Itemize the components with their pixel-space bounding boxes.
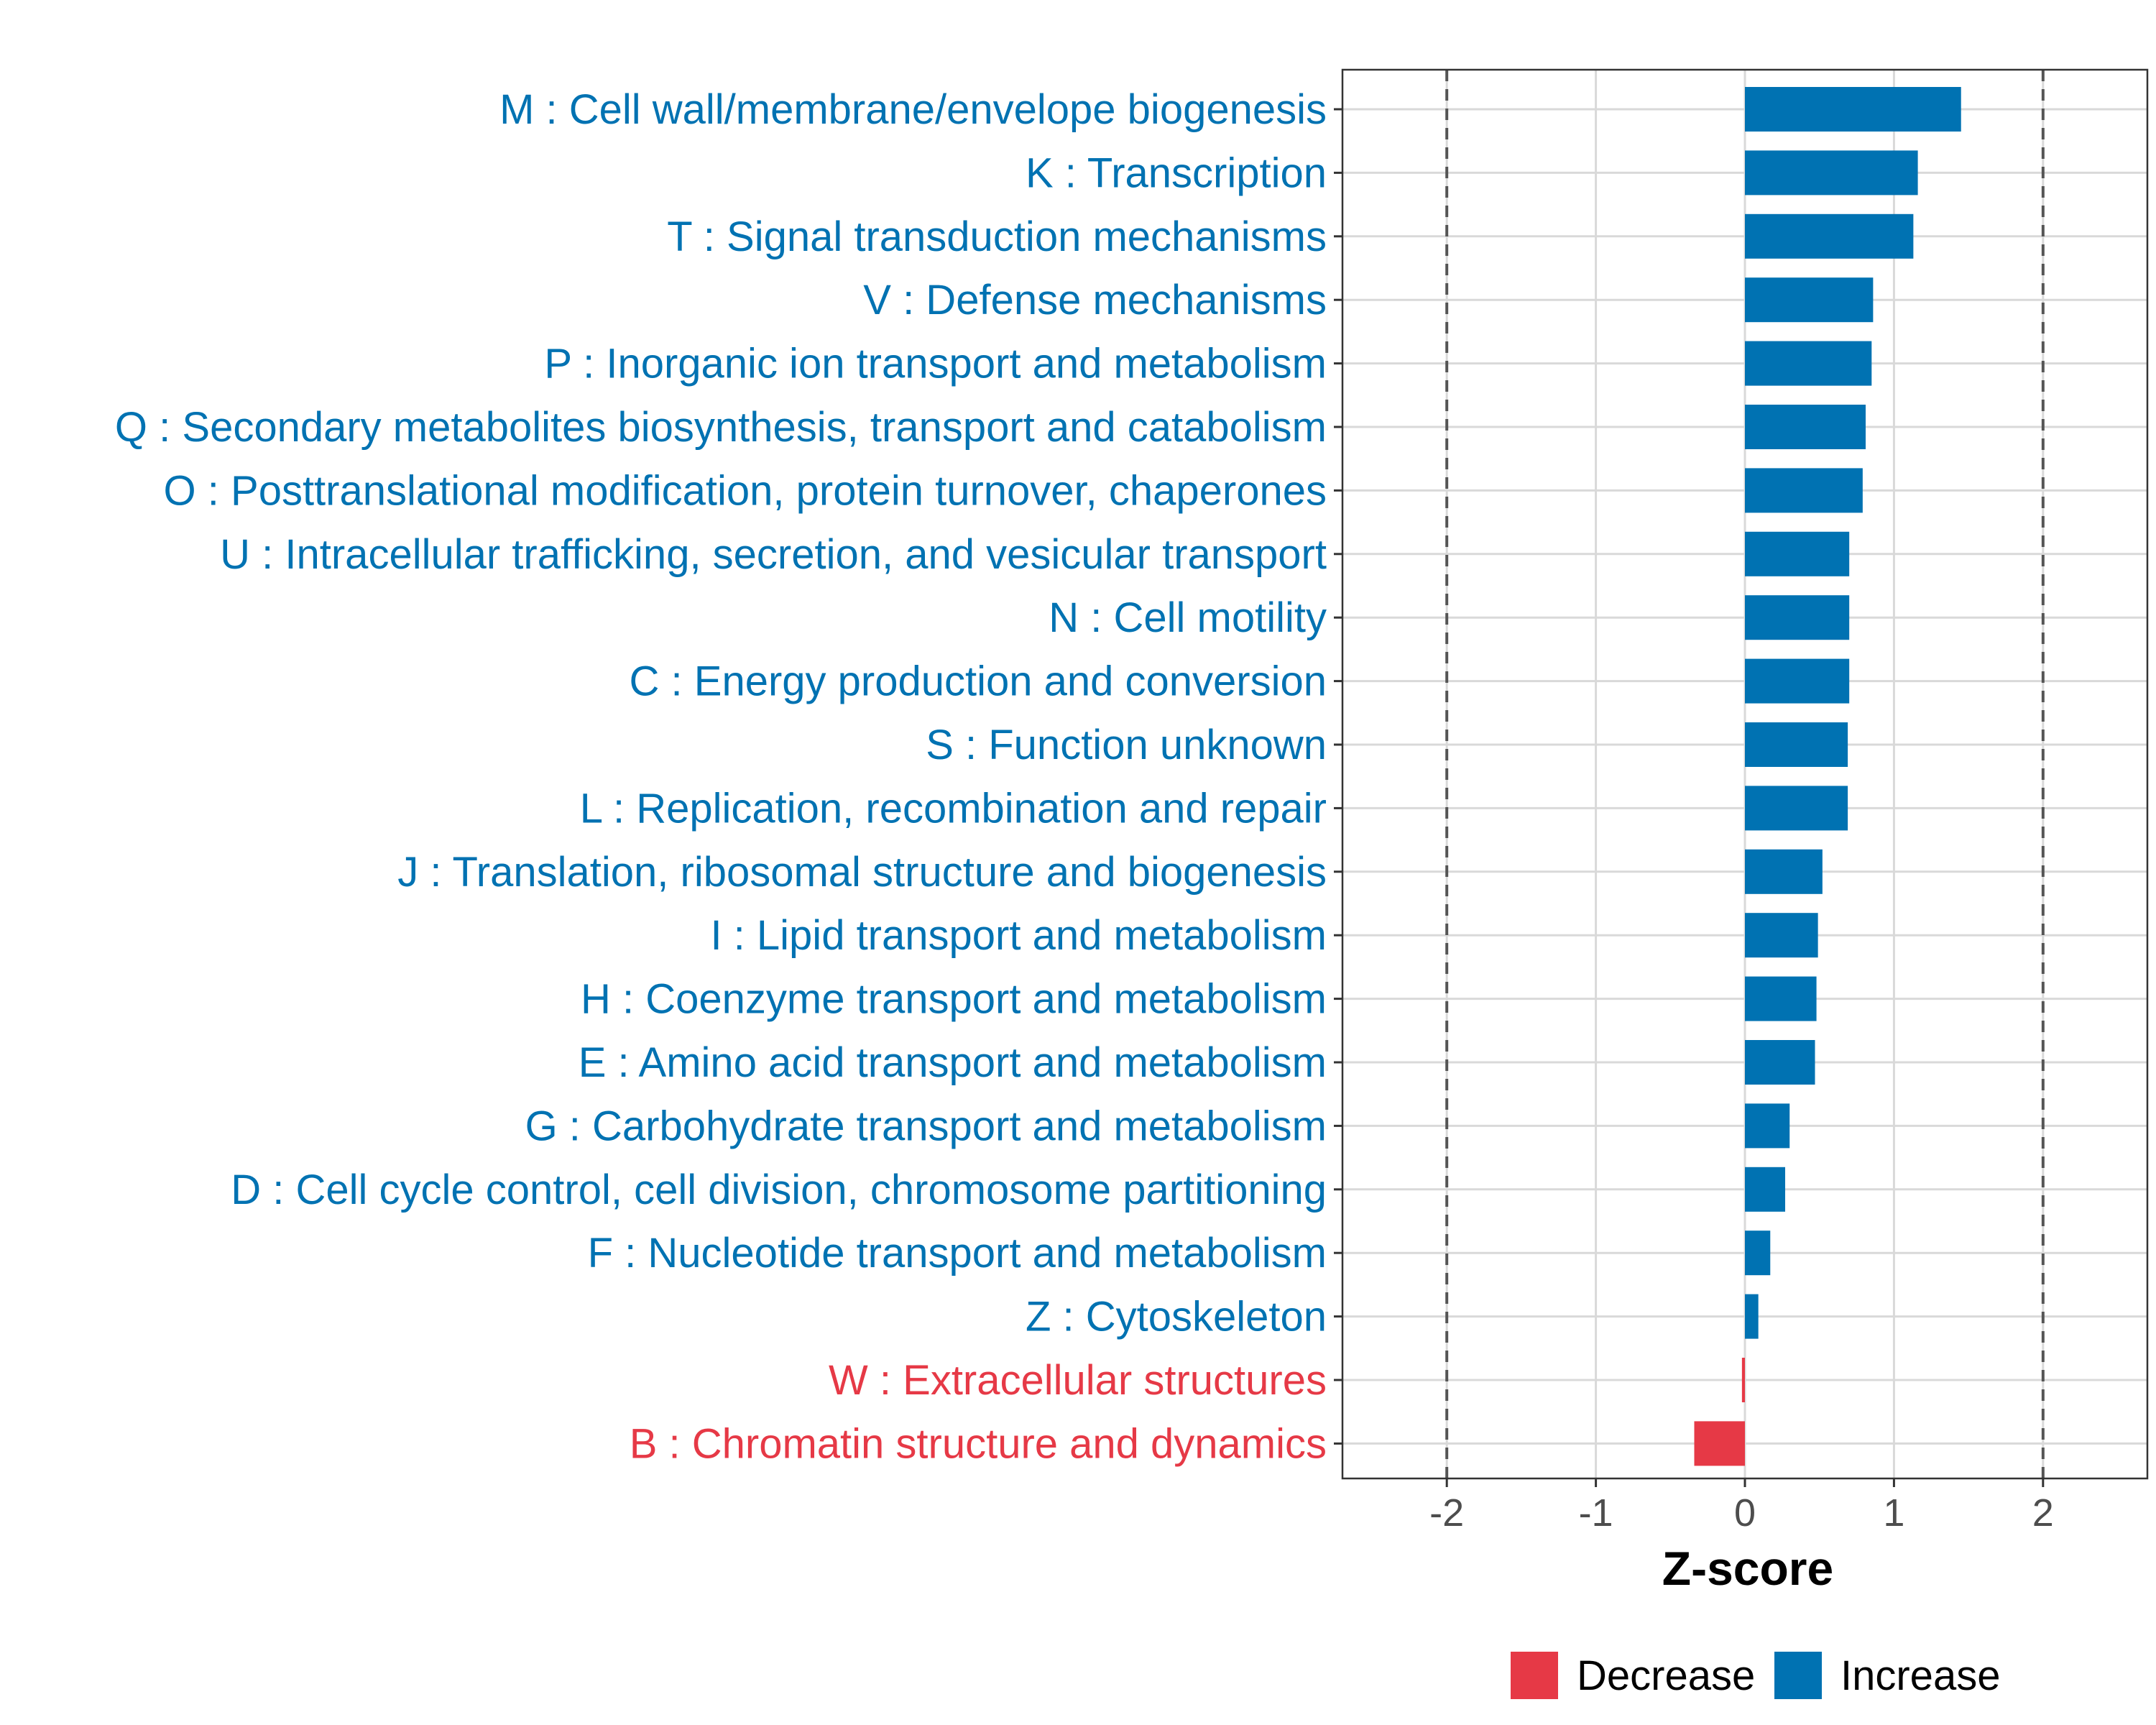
bar — [1745, 1103, 1790, 1149]
bar — [1745, 722, 1848, 767]
y-tick-label: L : Replication, recombination and repai… — [580, 785, 1327, 832]
bar — [1745, 531, 1850, 576]
y-tick-label: N : Cell motility — [1049, 594, 1327, 641]
bars-layer — [1694, 87, 1961, 1466]
bar — [1745, 405, 1866, 449]
bar — [1745, 1294, 1759, 1339]
bar — [1745, 976, 1817, 1021]
bar — [1745, 213, 1914, 259]
y-tick-label: O : Posttranslational modification, prot… — [164, 467, 1327, 514]
bar — [1745, 277, 1874, 323]
x-tick-label: 2 — [2032, 1491, 2054, 1535]
x-tick-label: 1 — [1883, 1491, 1904, 1535]
bar — [1745, 786, 1848, 831]
y-tick-label: U : Intracellular trafficking, secretion… — [220, 531, 1327, 578]
bar — [1745, 913, 1818, 958]
x-axis-ticks: -2 -1 0 1 2 — [1429, 1478, 2054, 1535]
x-tick-label: 0 — [1734, 1491, 1756, 1535]
bar — [1745, 1230, 1771, 1276]
y-tick-label: W : Extracellular structures — [829, 1357, 1327, 1404]
bar — [1745, 150, 1918, 196]
bar — [1745, 658, 1850, 704]
bar — [1745, 1040, 1815, 1085]
bar — [1745, 1167, 1785, 1212]
bar — [1694, 1421, 1745, 1466]
legend: Decrease Increase — [1511, 1652, 2000, 1699]
y-tick-label: E : Amino acid transport and metabolism — [579, 1039, 1327, 1086]
legend-label-decrease: Decrease — [1577, 1652, 1755, 1699]
y-tick-label: Z : Cytoskeleton — [1026, 1294, 1327, 1340]
y-tick-label: P : Inorganic ion transport and metaboli… — [544, 341, 1327, 387]
bar — [1745, 341, 1872, 386]
reference-lines — [1445, 70, 2045, 1478]
bar — [1741, 1358, 1745, 1402]
y-tick-label: H : Coenzyme transport and metabolism — [581, 976, 1327, 1023]
x-axis-title: Z-score — [1662, 1542, 1833, 1595]
legend-label-increase: Increase — [1841, 1652, 2000, 1699]
legend-key-increase — [1774, 1652, 1822, 1699]
y-tick-label: I : Lipid transport and metabolism — [710, 912, 1327, 959]
y-tick-label: F : Nucleotide transport and metabolism — [588, 1230, 1327, 1276]
y-tick-label: J : Translation, ribosomal structure and… — [397, 849, 1327, 896]
bar — [1745, 468, 1863, 513]
bar — [1745, 595, 1850, 640]
bar — [1745, 849, 1823, 894]
y-axis-labels: M : Cell wall/membrane/envelope biogenes… — [115, 86, 1327, 1467]
y-tick-label: B : Chromatin structure and dynamics — [630, 1420, 1327, 1467]
y-tick-label: M : Cell wall/membrane/envelope biogenes… — [499, 86, 1327, 133]
y-tick-label: Q : Secondary metabolites biosynthesis, … — [115, 404, 1327, 451]
x-tick-label: -1 — [1579, 1491, 1613, 1535]
y-tick-label: S : Function unknown — [926, 722, 1327, 768]
x-tick-label: -2 — [1429, 1491, 1464, 1535]
bar — [1745, 87, 1961, 132]
y-tick-label: T : Signal transduction mechanisms — [667, 213, 1327, 260]
y-tick-label: K : Transcription — [1026, 150, 1327, 196]
y-tick-label: C : Energy production and conversion — [630, 658, 1327, 705]
y-tick-label: D : Cell cycle control, cell division, c… — [231, 1167, 1327, 1213]
y-axis-ticks — [1334, 108, 1342, 1445]
y-tick-label: G : Carbohydrate transport and metabolis… — [525, 1103, 1327, 1149]
legend-key-decrease — [1511, 1652, 1558, 1699]
y-tick-label: V : Defense mechanisms — [863, 277, 1327, 323]
